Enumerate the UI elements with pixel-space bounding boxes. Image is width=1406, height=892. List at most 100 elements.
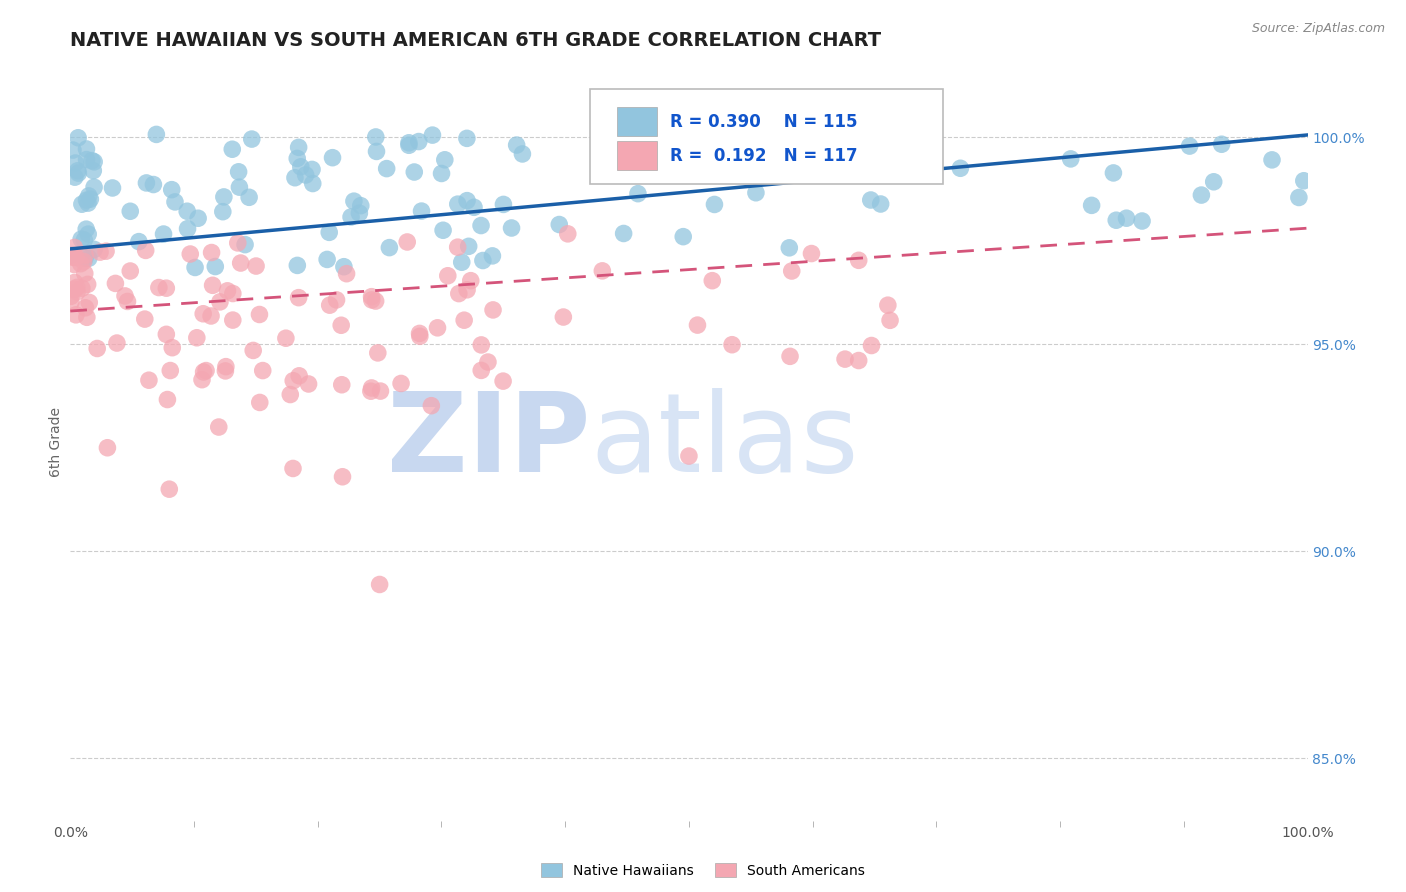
Point	[200, 245, 222, 260]
Point	[120, 264, 142, 278]
Point	[294, 168, 316, 182]
Point	[163, 194, 186, 209]
Point	[1102, 166, 1125, 180]
Point	[745, 186, 768, 200]
Point	[222, 313, 245, 327]
Point	[278, 387, 301, 401]
Point	[67, 166, 90, 180]
Point	[869, 197, 891, 211]
Point	[283, 374, 305, 388]
Point	[288, 368, 311, 383]
Point	[398, 138, 420, 153]
Point	[834, 352, 856, 367]
Point	[66, 285, 89, 299]
Point	[332, 469, 354, 483]
Point	[800, 246, 823, 260]
Point	[330, 318, 353, 333]
Point	[453, 313, 475, 327]
Point	[330, 377, 353, 392]
Point	[285, 152, 308, 166]
Point	[482, 302, 505, 317]
Point	[200, 309, 222, 323]
Point	[432, 223, 454, 237]
Point	[208, 294, 231, 309]
Point	[285, 259, 308, 273]
Point	[233, 237, 256, 252]
Point	[678, 449, 700, 463]
Point	[780, 264, 803, 278]
Point	[86, 342, 108, 356]
Point	[492, 197, 515, 211]
Point	[360, 384, 382, 399]
Point	[222, 286, 245, 301]
Point	[138, 373, 160, 387]
Point	[553, 310, 575, 324]
Point	[82, 163, 104, 178]
Y-axis label: 6th Grade: 6th Grade	[49, 407, 63, 476]
Point	[148, 280, 170, 294]
Text: R =  0.192   N = 117: R = 0.192 N = 117	[671, 146, 858, 165]
Point	[378, 241, 401, 255]
Point	[779, 349, 801, 363]
Point	[447, 240, 470, 254]
Point	[1115, 211, 1137, 226]
Point	[155, 327, 177, 342]
Point	[447, 197, 470, 211]
Legend: Native Hawaiians, South Americans: Native Hawaiians, South Americans	[536, 857, 870, 883]
Point	[408, 135, 430, 149]
Point	[249, 308, 271, 322]
Point	[420, 399, 443, 413]
Point	[252, 363, 274, 377]
Point	[191, 373, 214, 387]
Point	[201, 278, 224, 293]
Point	[368, 577, 391, 591]
Point	[228, 180, 250, 194]
Point	[105, 336, 128, 351]
Point	[228, 165, 250, 179]
Point	[702, 274, 724, 288]
Point	[721, 337, 744, 351]
Point	[284, 170, 307, 185]
Point	[350, 199, 373, 213]
Point	[96, 441, 118, 455]
Point	[693, 161, 716, 175]
Point	[221, 142, 243, 156]
Point	[848, 353, 870, 368]
Point	[477, 355, 499, 369]
Point	[63, 170, 86, 185]
Point	[686, 318, 709, 332]
Point	[77, 295, 100, 310]
Text: NATIVE HAWAIIAN VS SOUTH AMERICAN 6TH GRADE CORRELATION CHART: NATIVE HAWAIIAN VS SOUTH AMERICAN 6TH GR…	[70, 30, 882, 50]
Point	[430, 166, 453, 180]
Point	[76, 277, 98, 292]
Point	[512, 147, 534, 161]
Point	[389, 376, 412, 391]
Point	[703, 197, 725, 211]
Point	[76, 153, 98, 167]
Point	[73, 267, 96, 281]
Point	[159, 363, 181, 377]
Point	[59, 248, 82, 262]
Point	[73, 254, 96, 268]
Point	[949, 161, 972, 176]
Point	[319, 298, 342, 312]
Point	[364, 294, 387, 309]
Point	[120, 204, 142, 219]
Point	[1105, 213, 1128, 227]
Point	[301, 162, 323, 177]
Point	[456, 194, 478, 208]
Point	[612, 161, 634, 175]
Point	[627, 186, 650, 201]
Point	[505, 138, 527, 153]
Point	[76, 310, 98, 325]
Point	[501, 221, 523, 235]
Point	[1288, 190, 1310, 204]
Point	[135, 176, 157, 190]
Point	[591, 264, 613, 278]
Point	[879, 313, 901, 327]
Point	[396, 235, 419, 249]
Point	[160, 183, 183, 197]
Point	[117, 294, 139, 309]
Point	[1060, 152, 1083, 166]
Point	[63, 276, 86, 290]
